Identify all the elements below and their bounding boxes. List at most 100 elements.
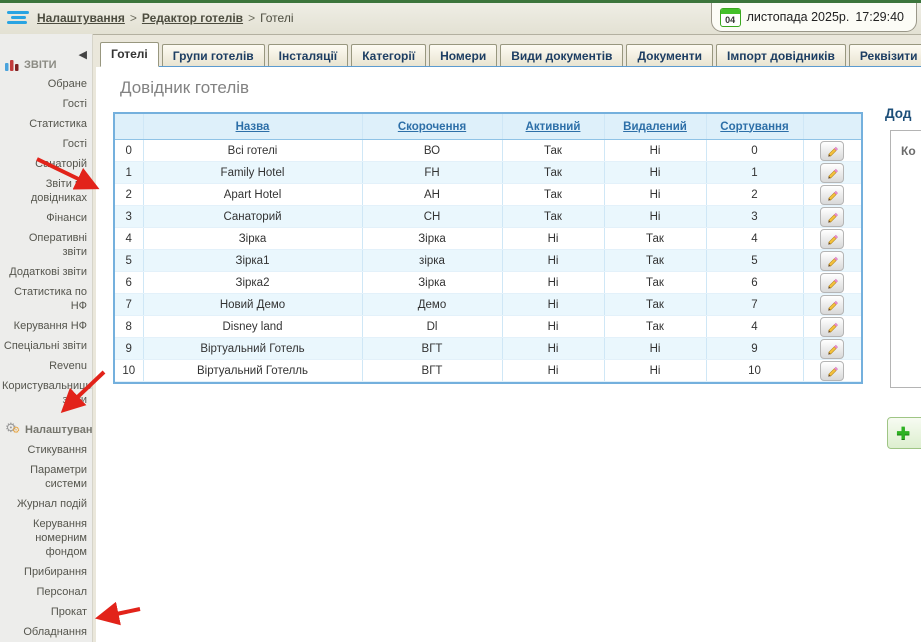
sidebar-section-label: Налаштування (25, 424, 92, 436)
sidebar-item-0-12[interactable]: Revenu (49, 360, 87, 372)
cell-4: Так (604, 315, 707, 338)
tab-strip: Готелі Групи готелів Інсталяції Категорії Но… (100, 41, 921, 67)
tab-6[interactable]: Документи (626, 44, 714, 66)
time-text: 17:29:40 (855, 10, 904, 24)
cell-3: Так (502, 183, 605, 206)
cell-actions (803, 161, 861, 184)
sidebar-item-1-5[interactable]: Персонал (36, 586, 88, 598)
sidebar-item-0-5[interactable]: Звіти по довідниках (30, 178, 87, 204)
breadcrumb-current: Готелі (260, 11, 294, 25)
tab-8[interactable]: Реквізити компаній (848, 44, 921, 66)
column-sort-link[interactable]: Видалений (623, 120, 687, 133)
sidebar-item-0-13[interactable]: Користувальницькі звіти (2, 380, 93, 406)
column-header-4: Видалений (604, 114, 707, 140)
cell-1: Новий Демо (143, 293, 363, 316)
cell-0: 4 (115, 227, 144, 250)
cell-2: Зірка (362, 271, 503, 294)
tab-4[interactable]: Номери (429, 44, 498, 66)
column-sort-link[interactable]: Скорочення (397, 120, 467, 133)
sidebar-item-1-0[interactable]: Стикування (27, 444, 87, 456)
column-sort-link[interactable]: Активний (525, 120, 581, 133)
table-row: 9 Віртуальний Готель ВГТ Ні Ні 9 (115, 337, 861, 360)
breadcrumb-separator: > (129, 11, 137, 25)
edit-row-button[interactable] (820, 228, 845, 249)
table-row: 1 Family Hotel FH Так Ні 1 (115, 161, 861, 184)
sidebar-item-1-4[interactable]: Прибирання (24, 566, 87, 578)
edit-row-button[interactable] (820, 272, 845, 293)
breadcrumb-link-1[interactable]: Редактор готелів (141, 11, 244, 25)
sidebar-item-1-1[interactable]: Параметри системи (30, 464, 87, 490)
cell-5: 3 (706, 205, 804, 228)
calendar-icon[interactable]: 04 (719, 7, 741, 27)
sidebar-item-0-1[interactable]: Гості (62, 98, 87, 110)
sidebar-collapse-icon[interactable]: ◀ (78, 49, 87, 61)
tab-5[interactable]: Види документів (500, 44, 624, 66)
cell-0: 10 (115, 359, 144, 382)
cell-4: Так (604, 293, 707, 316)
sidebar-item-0-8[interactable]: Додаткові звіти (9, 266, 87, 278)
tab-2[interactable]: Інсталяції (267, 44, 349, 66)
table-row: 10 Віртуальний Готелль ВГТ Ні Ні 10 (115, 359, 861, 382)
cell-5: 4 (706, 315, 804, 338)
table-row: 8 Disney land Dl Ні Так 4 (115, 315, 861, 338)
sidebar-item-0-2[interactable]: Статистика (29, 118, 87, 130)
edit-row-button[interactable] (820, 338, 845, 359)
hotels-table: Назва Скорочення Активний Видалений Сортуван… (115, 114, 861, 382)
tab-0[interactable]: Готелі (100, 42, 159, 67)
bar-chart-icon (5, 59, 19, 71)
table-row: 0 Всі готелі ВО Так Ні 0 (115, 139, 861, 162)
cell-5: 0 (706, 139, 804, 162)
cell-5: 7 (706, 293, 804, 316)
edit-row-button[interactable] (820, 162, 845, 183)
table-header-row: Назва Скорочення Активний Видалений Сортуван… (115, 114, 861, 140)
sidebar-item-0-4[interactable]: Санаторій (35, 158, 87, 170)
edit-row-button[interactable] (820, 360, 845, 381)
pencil-icon (827, 344, 838, 355)
sidebar-item-0-3[interactable]: Гості (62, 138, 87, 150)
cell-actions (803, 249, 861, 272)
cell-0: 3 (115, 205, 144, 228)
cell-5: 1 (706, 161, 804, 184)
tab-3[interactable]: Категорії (351, 44, 427, 66)
table-row: 3 Санаторий СН Так Ні 3 (115, 205, 861, 228)
cell-2: СН (362, 205, 503, 228)
sidebar-item-0-0[interactable]: Обране (47, 78, 87, 90)
column-sort-link[interactable]: Назва (235, 120, 270, 133)
edit-row-button[interactable] (820, 184, 845, 205)
cell-0: 7 (115, 293, 144, 316)
cell-3: Ні (502, 227, 605, 250)
gears-icon: ⚙ ⚙ (5, 420, 21, 435)
breadcrumb-link-0[interactable]: Налаштування (37, 11, 125, 25)
sidebar-item-1-3[interactable]: Керування номерним фондом (33, 518, 87, 558)
edit-row-button[interactable] (820, 206, 845, 227)
edit-row-button[interactable] (820, 250, 845, 271)
edit-row-button[interactable] (820, 294, 845, 315)
sidebar-section-label: ЗВІТИ (24, 59, 57, 71)
cell-5: 10 (706, 359, 804, 382)
sidebar-item-0-9[interactable]: Статистика по НФ (14, 286, 87, 312)
edit-row-button[interactable] (820, 316, 845, 337)
cell-1: Disney land (143, 315, 363, 338)
sidebar-item-0-6[interactable]: Фінанси (46, 212, 87, 224)
column-sort-link[interactable]: Сортування (720, 120, 789, 133)
hamburger-menu-icon[interactable] (7, 11, 31, 27)
table-row: 7 Новий Демо Демо Ні Так 7 (115, 293, 861, 316)
date-text: листопада 2025р. (746, 10, 850, 24)
cell-actions (803, 271, 861, 294)
sidebar-item-0-7[interactable]: Оперативні звіти (28, 232, 87, 258)
sidebar-item-0-10[interactable]: Керування НФ (13, 320, 87, 332)
edit-row-button[interactable] (820, 140, 845, 161)
cell-2: FH (362, 161, 503, 184)
sidebar-section-header-0: ЗВІТИ (0, 55, 92, 74)
sidebar-item-0-11[interactable]: Спеціальні звіти (3, 340, 87, 352)
sidebar-item-1-6[interactable]: Прокат (50, 606, 87, 618)
plus-icon: ✚ (896, 423, 911, 443)
sidebar-item-1-7[interactable]: Обладнання (23, 626, 87, 638)
pencil-icon (827, 278, 838, 289)
cell-4: Ні (604, 161, 707, 184)
tab-1[interactable]: Групи готелів (161, 44, 265, 66)
sidebar-item-1-2[interactable]: Журнал подій (16, 498, 87, 510)
tab-7[interactable]: Імпорт довідників (716, 44, 846, 66)
cell-3: Так (502, 139, 605, 162)
add-hotel-button[interactable]: ✚ (887, 417, 921, 449)
